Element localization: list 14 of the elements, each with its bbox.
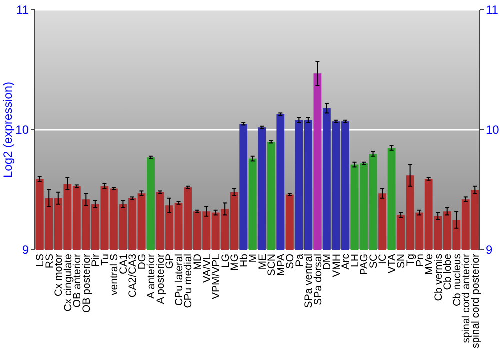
- y-tick-label: 11: [16, 3, 30, 18]
- x-tick-label: SPa dorsal: [312, 254, 324, 306]
- x-tick-label: Cx cingulate: [62, 254, 74, 312]
- y-tick-label: 10: [16, 123, 30, 138]
- x-tick-label: LG: [220, 254, 232, 268]
- x-tick-label: Hb: [238, 254, 250, 268]
- y-tick-label: 9: [22, 243, 30, 258]
- y-axis-title: Log2 (expression): [1, 82, 15, 178]
- y2-tick-label: 9: [486, 243, 493, 258]
- y2-tick-label: 10: [486, 123, 500, 138]
- y2-tick-label: 11: [486, 3, 499, 18]
- x-tick-label: MVe: [424, 254, 436, 276]
- x-tick-label: VA/VL: [201, 254, 214, 283]
- x-tick-label: VPM/VPL: [210, 254, 222, 300]
